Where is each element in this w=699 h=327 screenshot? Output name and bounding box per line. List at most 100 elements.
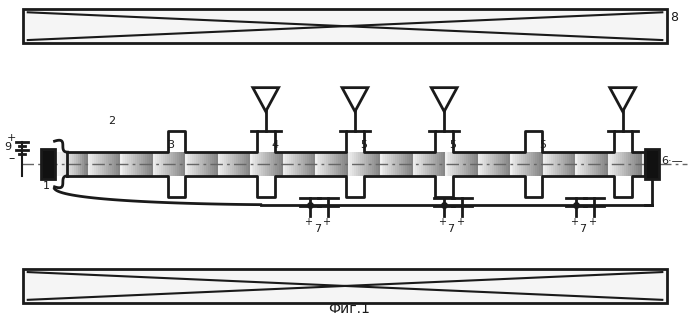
Bar (575, 152, 577, 176)
Bar (98, 152, 100, 176)
Bar (261, 152, 264, 176)
Bar (210, 152, 212, 176)
Bar (324, 152, 326, 176)
Bar (173, 152, 175, 176)
Bar (517, 152, 519, 176)
Bar (180, 152, 182, 176)
Bar (301, 152, 303, 176)
Bar (189, 152, 190, 176)
Bar (131, 152, 134, 176)
Text: 5: 5 (361, 140, 368, 150)
Bar (117, 152, 120, 176)
Bar (461, 152, 462, 176)
Text: +: + (438, 216, 446, 227)
Text: –: – (9, 151, 15, 164)
Bar (267, 152, 269, 176)
Bar (177, 152, 179, 176)
Text: 2: 2 (108, 116, 115, 126)
Bar (464, 152, 466, 176)
Bar (350, 152, 352, 176)
Bar (62, 152, 64, 176)
Bar (293, 152, 295, 176)
Bar (165, 152, 167, 176)
Bar (452, 152, 454, 176)
Text: 7: 7 (579, 224, 586, 234)
Text: 6·—: 6·— (661, 156, 683, 166)
Bar (618, 152, 620, 176)
Bar (115, 152, 117, 176)
Bar (315, 152, 317, 176)
Bar (555, 152, 557, 176)
Bar (102, 152, 103, 176)
Bar (543, 152, 545, 176)
Bar (326, 152, 329, 176)
Bar (462, 152, 464, 176)
Bar (238, 152, 240, 176)
Bar (512, 152, 514, 176)
Bar (565, 152, 567, 176)
Bar (431, 152, 433, 176)
Bar (624, 152, 626, 176)
Text: +: + (7, 133, 17, 143)
Bar (88, 152, 90, 176)
Bar (196, 152, 199, 176)
Bar (147, 152, 149, 176)
Bar (71, 152, 72, 176)
Bar (287, 152, 289, 176)
Bar (510, 152, 512, 176)
Bar (66, 152, 69, 176)
Bar (187, 152, 189, 176)
Bar (519, 152, 521, 176)
Bar (149, 152, 151, 176)
Bar (157, 152, 159, 176)
Bar (415, 152, 417, 176)
Bar (281, 152, 283, 176)
Bar (254, 152, 255, 176)
Bar (346, 152, 348, 176)
Bar (307, 152, 309, 176)
Bar (645, 149, 659, 179)
Bar (577, 152, 579, 176)
Bar (84, 152, 86, 176)
Bar (100, 152, 102, 176)
Bar (354, 152, 356, 176)
Bar (362, 152, 363, 176)
Bar (206, 152, 208, 176)
Bar (360, 152, 362, 176)
Bar (285, 152, 287, 176)
Bar (120, 152, 122, 176)
Bar (459, 152, 461, 176)
Bar (190, 152, 192, 176)
Bar (440, 152, 442, 176)
Bar (72, 152, 74, 176)
Bar (226, 152, 228, 176)
Bar (366, 152, 368, 176)
Bar (482, 152, 484, 176)
Bar (255, 152, 257, 176)
Bar (305, 152, 307, 176)
Bar (228, 152, 230, 176)
Bar (559, 152, 561, 176)
Bar (224, 152, 226, 176)
Bar (421, 152, 423, 176)
Bar (569, 152, 570, 176)
Bar (122, 152, 124, 176)
Bar (86, 152, 88, 176)
Bar (136, 152, 137, 176)
Bar (570, 152, 572, 176)
Bar (612, 152, 614, 176)
Bar (298, 152, 301, 176)
Bar (515, 152, 517, 176)
Bar (163, 152, 165, 176)
Bar (557, 152, 559, 176)
Bar (425, 152, 427, 176)
Bar (594, 152, 596, 176)
Bar (171, 152, 173, 176)
Bar (411, 152, 413, 176)
Bar (212, 152, 214, 176)
Bar (331, 152, 332, 176)
Text: 5: 5 (449, 140, 456, 150)
Bar (505, 152, 507, 176)
Bar (76, 152, 78, 176)
Bar (531, 152, 533, 176)
